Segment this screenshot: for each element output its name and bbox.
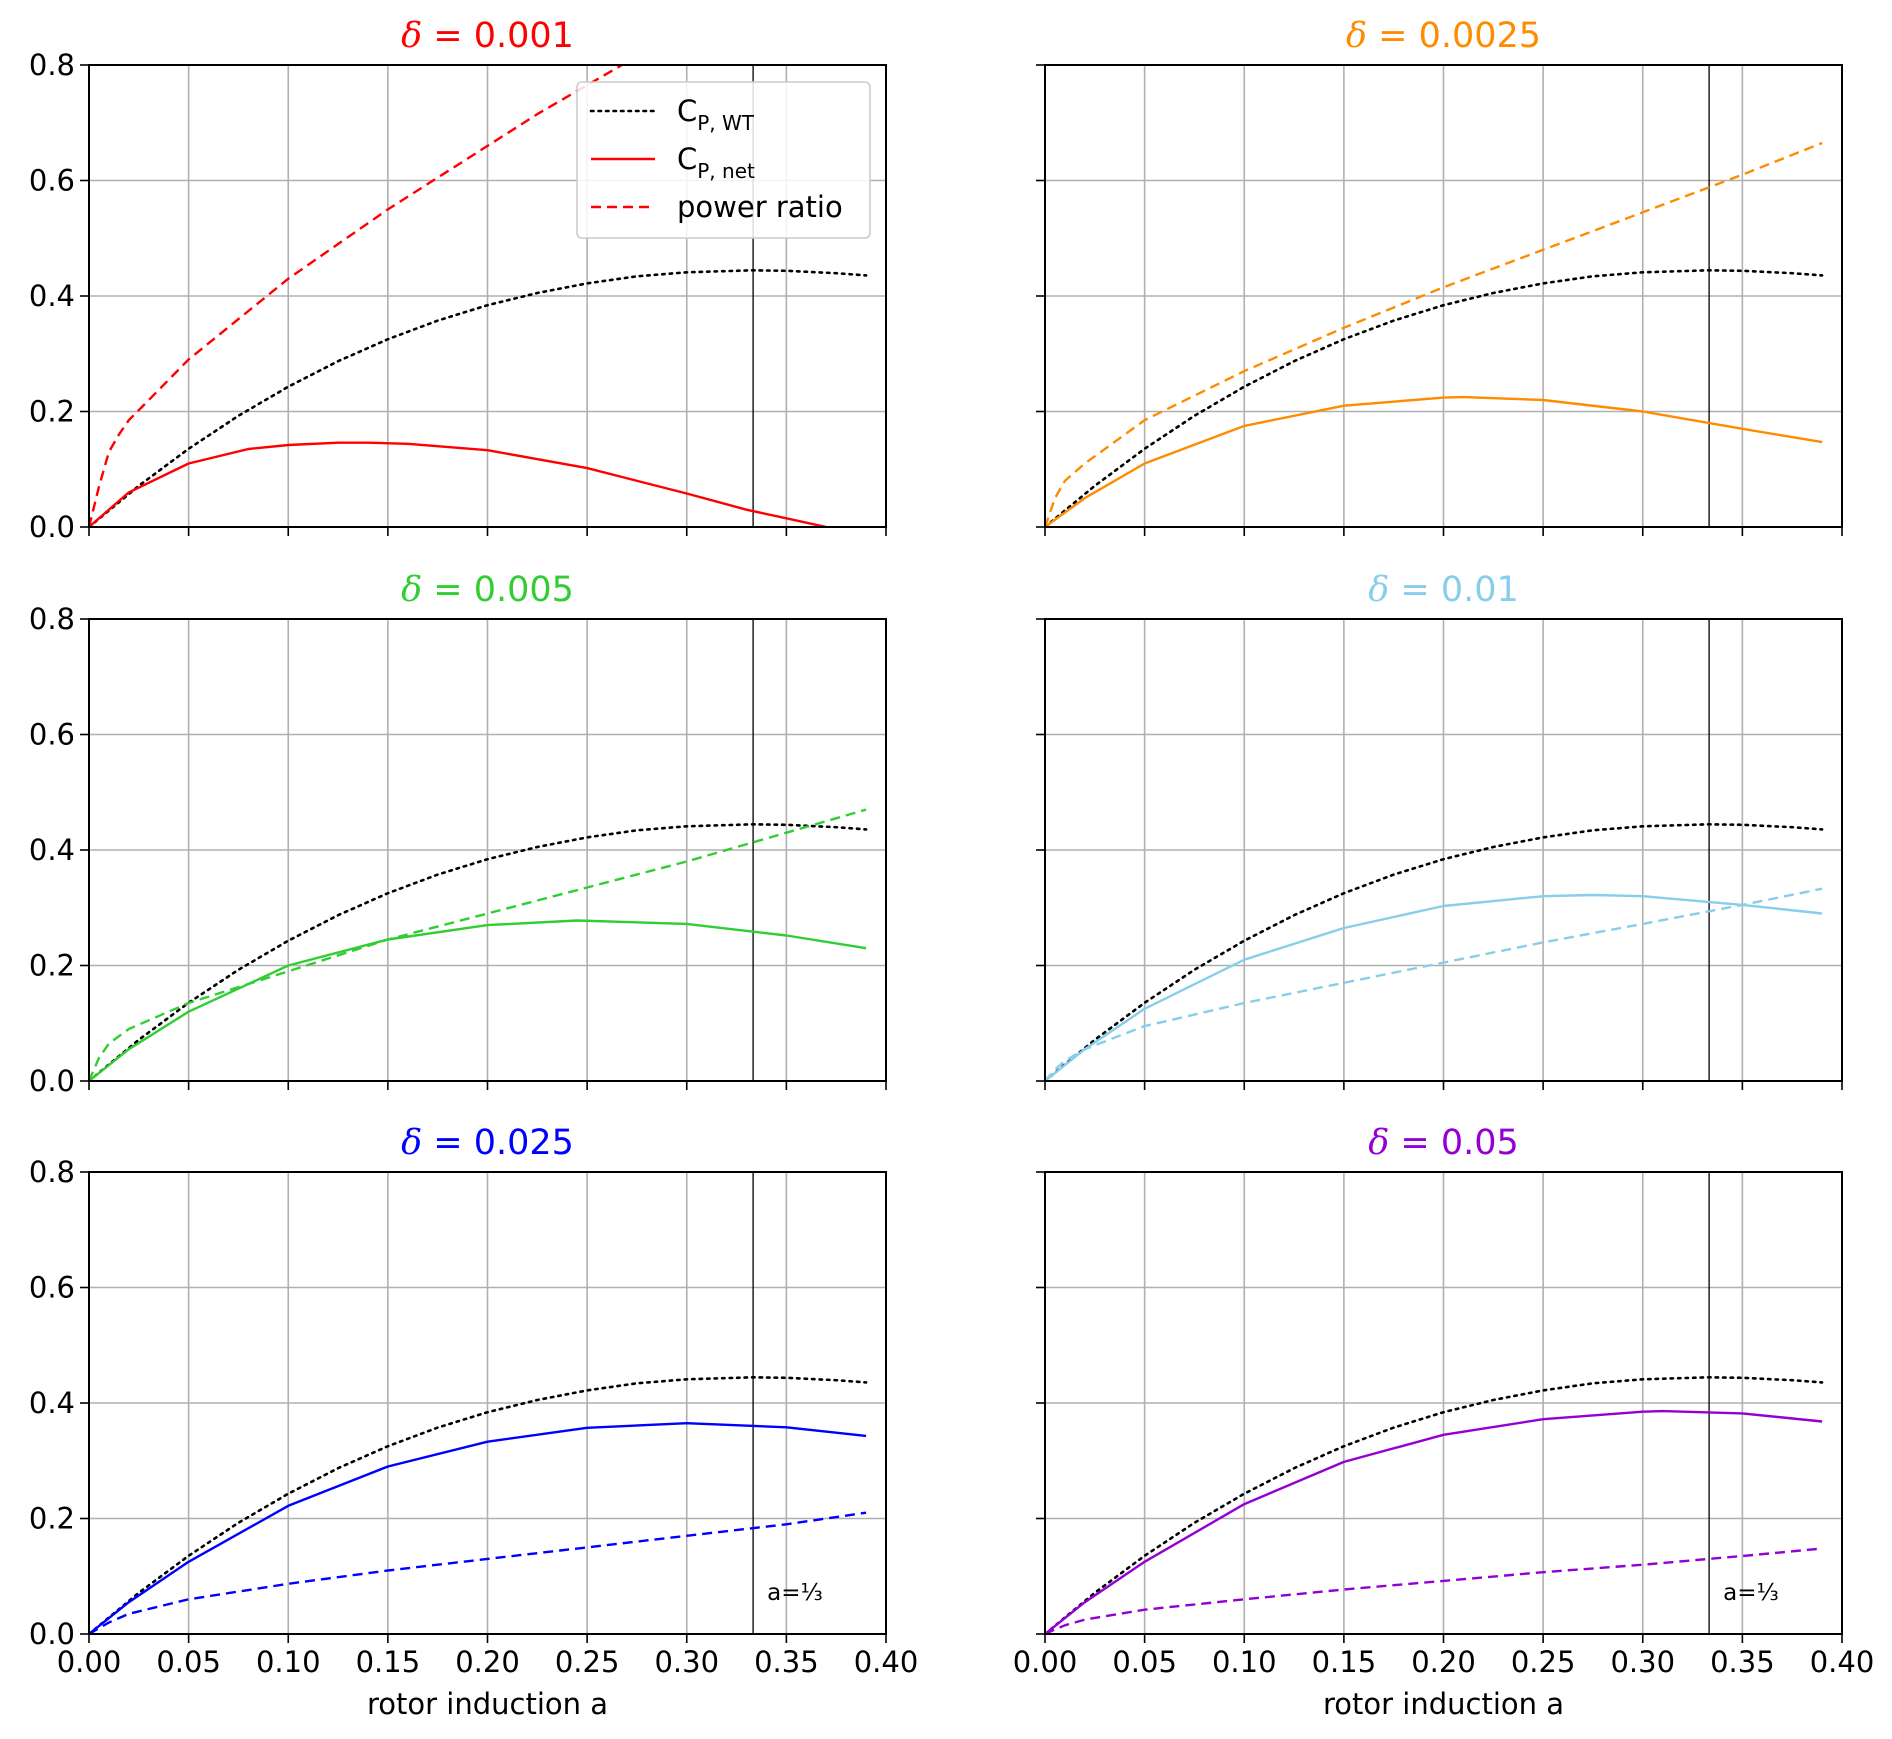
series-power-ratio [1045, 887, 1823, 1081]
x-tick-label: 0.20 [1411, 1645, 1476, 1679]
plot-area [89, 65, 868, 527]
series-power-ratio [89, 65, 625, 527]
legend-label: CP, WT [677, 94, 755, 135]
x-tick-label: 0.00 [1013, 1645, 1078, 1679]
x-tick-label: 0.30 [654, 1645, 719, 1679]
panel-title: δ = 0.025 [401, 1123, 574, 1163]
y-tick-label: 0.8 [29, 1155, 75, 1189]
panel-4: δ = 0.01 [1036, 570, 1843, 1090]
x-tick-label: 0.10 [1212, 1645, 1277, 1679]
x-tick-label: 0.30 [1610, 1645, 1675, 1679]
x-tick-label: 0.20 [455, 1645, 520, 1679]
y-tick-label: 0.2 [29, 949, 75, 983]
plot-area [1045, 823, 1824, 1081]
panel-3: 0.0 0.2 0.4 0.6 0.8 δ = 0.005 [29, 570, 887, 1098]
y-tick-label: 0.2 [29, 395, 75, 429]
y-tick-label: 0.6 [29, 164, 75, 198]
y-tick-label: 0.4 [29, 279, 75, 313]
series-cp-wt [1045, 269, 1824, 527]
series-power-ratio [89, 808, 867, 1081]
x-axis-label: rotor induction a [1323, 1687, 1564, 1721]
x-tick-label: 0.40 [854, 1645, 919, 1679]
y-tick-label: 0.0 [29, 1064, 75, 1098]
x-tick-label: 0.40 [1810, 1645, 1875, 1679]
x-tick-label: 0.05 [1112, 1645, 1177, 1679]
y-tick-label: 0.8 [29, 48, 75, 82]
x-tick-label: 0.15 [356, 1645, 421, 1679]
series-cp-wt [1045, 1376, 1824, 1634]
series-cp-wt [89, 269, 868, 527]
x-tick-label: 0.25 [1511, 1645, 1576, 1679]
series-cp-net [1045, 395, 1823, 527]
y-tick-label: 0.2 [29, 1502, 75, 1536]
series-power-ratio [1045, 141, 1823, 527]
x-axis-label: rotor induction a [367, 1687, 608, 1721]
plot-area [89, 1376, 868, 1634]
panel-5: 0.00 0.05 0.10 0.15 0.20 0.25 0.30 0.35 0.40 0.0 0… [29, 1123, 918, 1721]
series-cp-net [89, 441, 827, 527]
series-cp-wt [89, 1376, 868, 1634]
series-cp-net [1045, 893, 1823, 1081]
legend-box [576, 81, 871, 239]
plot-area [89, 808, 868, 1081]
y-tick-label: 0.8 [29, 602, 75, 636]
panel-title: δ = 0.0025 [1346, 16, 1541, 56]
series-power-ratio [1045, 1547, 1823, 1634]
panels: 0.0 0.2 0.4 0.6 0.8 δ = 0.001 δ = 0.0025 0.0 0.2… [29, 16, 1874, 1721]
series-cp-wt [89, 823, 868, 1081]
x-tick-label: 0.35 [754, 1645, 819, 1679]
series-cp-net [1045, 1409, 1823, 1634]
y-tick-label: 0.4 [29, 1386, 75, 1420]
x-tick-label: 0.15 [1312, 1645, 1377, 1679]
y-tick-label: 0.4 [29, 833, 75, 867]
panel-title: δ = 0.001 [401, 16, 574, 56]
series-cp-net [89, 1422, 867, 1634]
x-tick-label: 0.00 [57, 1645, 122, 1679]
y-tick-label: 0.0 [29, 510, 75, 544]
series-cp-wt [1045, 823, 1824, 1081]
x-tick-label: 0.10 [256, 1645, 321, 1679]
panel-6: 0.00 0.05 0.10 0.15 0.20 0.25 0.30 0.35 0.40 δ = … [1013, 1123, 1875, 1721]
series-power-ratio [89, 1511, 867, 1634]
x-tick-label: 0.35 [1710, 1645, 1775, 1679]
legend-label: CP, net [677, 142, 755, 183]
legend-label: power ratio [677, 190, 843, 224]
legend: CP, WT CP, net power ratio [576, 81, 871, 239]
plot-area [1045, 1376, 1824, 1634]
vline-annotation: a=⅓ [767, 1580, 823, 1606]
plot-area [1045, 141, 1824, 527]
series-cp-net [89, 919, 867, 1081]
panel-title: δ = 0.05 [1368, 1123, 1519, 1163]
panel-2: δ = 0.0025 [1036, 16, 1843, 536]
y-tick-label: 0.6 [29, 1271, 75, 1305]
x-tick-label: 0.05 [156, 1645, 221, 1679]
y-tick-label: 0.0 [29, 1617, 75, 1651]
x-tick-label: 0.25 [555, 1645, 620, 1679]
vline-annotation: a=⅓ [1723, 1580, 1779, 1606]
panel-title: δ = 0.01 [1368, 570, 1519, 610]
y-tick-label: 0.6 [29, 718, 75, 752]
panel-title: δ = 0.005 [401, 570, 574, 610]
